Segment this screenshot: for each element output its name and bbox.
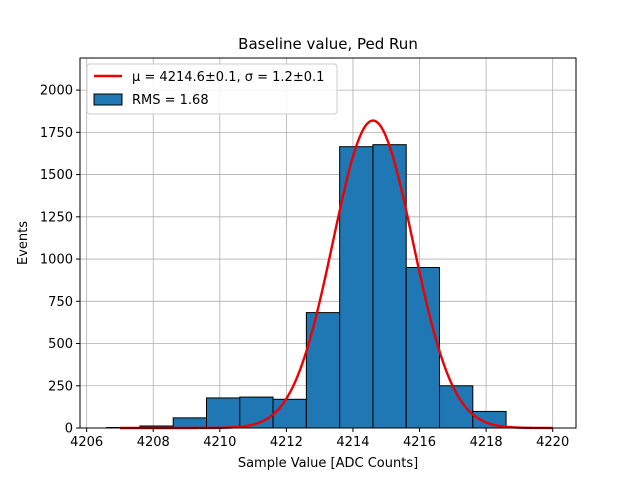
- histogram-bar: [205, 397, 241, 429]
- x-axis-label: Sample Value [ADC Counts]: [238, 456, 418, 471]
- x-tick-label: 4212: [270, 435, 303, 450]
- legend-patch-swatch: [93, 93, 123, 106]
- x-axis: 4206 4208 4210 4212 4214 4216 4218 4220: [70, 428, 569, 450]
- x-tick-label: 4210: [203, 435, 236, 450]
- y-tick-label: 1500: [40, 168, 73, 183]
- x-tick-label: 4208: [137, 435, 170, 450]
- legend-box: [86, 63, 338, 115]
- y-tick-label: 750: [48, 295, 73, 310]
- legend: μ = 4214.6±0.1, σ = 1.2±0.1 RMS = 1.68: [86, 63, 338, 115]
- y-tick-label: 1000: [40, 253, 73, 268]
- x-tick-label: 4218: [470, 435, 503, 450]
- histogram-bar: [172, 417, 207, 429]
- y-tick-label: 2000: [40, 84, 73, 99]
- x-tick-label: 4206: [70, 435, 103, 450]
- legend-label-rms: RMS = 1.68: [132, 93, 209, 108]
- histogram-bars: [106, 144, 507, 429]
- histogram-bar: [272, 398, 307, 429]
- histogram-bar: [372, 144, 407, 429]
- y-tick-label: 0: [65, 422, 73, 437]
- y-tick-label: 500: [48, 337, 73, 352]
- legend-label-fit: μ = 4214.6±0.1, σ = 1.2±0.1: [132, 70, 324, 85]
- x-tick-label: 4220: [536, 435, 569, 450]
- y-axis-label: Events: [16, 221, 31, 265]
- y-tick-label: 1750: [40, 126, 73, 141]
- plot-frame: [79, 57, 577, 429]
- y-tick-label: 250: [48, 379, 73, 394]
- x-tick-label: 4216: [403, 435, 436, 450]
- y-tick-label: 1250: [40, 210, 73, 225]
- chart-title: Baseline value, Ped Run: [238, 35, 418, 53]
- histogram-bar: [339, 146, 374, 429]
- y-axis: 0 250 500 750 1000 1250 1500 1750 2000: [40, 84, 80, 437]
- x-tick-label: 4214: [336, 435, 369, 450]
